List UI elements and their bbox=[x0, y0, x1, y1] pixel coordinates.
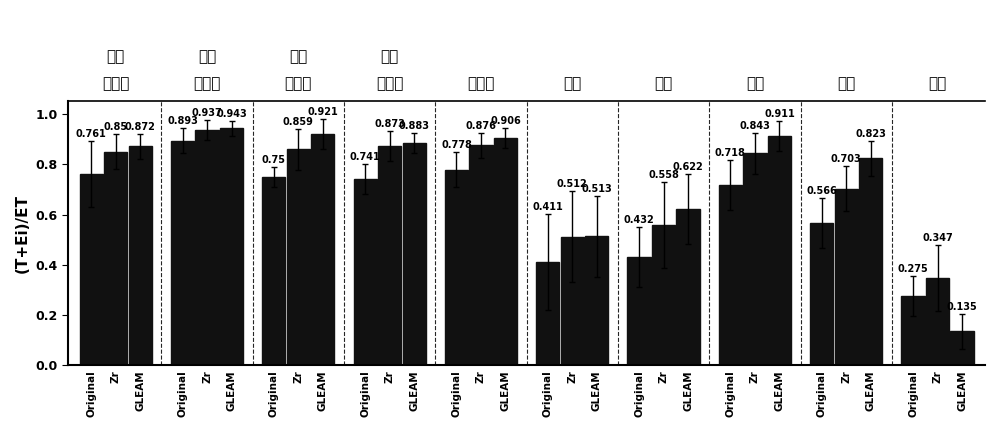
Text: 0.75: 0.75 bbox=[262, 155, 286, 165]
Bar bbox=[354, 179, 377, 365]
Bar bbox=[469, 145, 493, 365]
Text: 0.275: 0.275 bbox=[898, 264, 928, 274]
Text: 0.513: 0.513 bbox=[581, 184, 612, 194]
Text: 0.911: 0.911 bbox=[764, 109, 795, 119]
Text: 0.703: 0.703 bbox=[831, 154, 862, 164]
Bar bbox=[378, 146, 401, 365]
Text: 0.411: 0.411 bbox=[532, 202, 563, 212]
Text: 农田: 农田 bbox=[837, 76, 855, 91]
Bar bbox=[901, 296, 925, 365]
Bar bbox=[561, 237, 584, 365]
Bar bbox=[129, 146, 152, 365]
Bar bbox=[80, 174, 103, 365]
Text: 0.718: 0.718 bbox=[715, 148, 746, 158]
Text: 灌丛: 灌丛 bbox=[563, 76, 581, 91]
Text: 阔叶林: 阔叶林 bbox=[193, 76, 221, 91]
Bar bbox=[287, 149, 310, 365]
Bar bbox=[195, 130, 219, 365]
Text: 0.937: 0.937 bbox=[192, 108, 222, 118]
Text: 湿地: 湿地 bbox=[746, 76, 764, 91]
Text: 0.943: 0.943 bbox=[216, 109, 247, 119]
Bar bbox=[262, 177, 285, 365]
Bar bbox=[494, 138, 517, 365]
Bar bbox=[104, 152, 127, 365]
Text: 0.859: 0.859 bbox=[283, 118, 314, 127]
Text: 0.566: 0.566 bbox=[806, 186, 837, 196]
Bar bbox=[536, 262, 559, 365]
Text: 0.761: 0.761 bbox=[76, 129, 107, 140]
Bar bbox=[311, 134, 334, 365]
Text: 落叶: 落叶 bbox=[381, 49, 399, 64]
Bar bbox=[743, 153, 767, 365]
Text: 0.135: 0.135 bbox=[947, 302, 977, 312]
Text: 针叶林: 针叶林 bbox=[102, 76, 129, 91]
Bar bbox=[220, 128, 243, 365]
Text: 0.883: 0.883 bbox=[399, 121, 430, 131]
Text: 0.872: 0.872 bbox=[125, 121, 156, 132]
Text: 0.921: 0.921 bbox=[307, 107, 338, 117]
Bar bbox=[676, 209, 700, 365]
Text: 0.893: 0.893 bbox=[167, 116, 198, 126]
Text: 0.558: 0.558 bbox=[648, 170, 679, 180]
Bar bbox=[652, 225, 675, 365]
Text: 0.512: 0.512 bbox=[557, 179, 588, 189]
Text: 阔叶林: 阔叶林 bbox=[376, 76, 403, 91]
Text: 常绿: 常绿 bbox=[198, 49, 216, 64]
Bar bbox=[627, 257, 651, 365]
Text: 0.741: 0.741 bbox=[350, 152, 381, 162]
Text: 草地: 草地 bbox=[654, 76, 673, 91]
Text: 0.432: 0.432 bbox=[624, 215, 654, 225]
Text: 混交林: 混交林 bbox=[467, 76, 495, 91]
Text: 针叶林: 针叶林 bbox=[285, 76, 312, 91]
Text: 0.843: 0.843 bbox=[739, 121, 770, 131]
Text: 落叶: 落叶 bbox=[289, 49, 307, 64]
Bar bbox=[810, 223, 833, 365]
Bar bbox=[445, 170, 468, 365]
Text: 0.347: 0.347 bbox=[922, 233, 953, 244]
Bar bbox=[403, 143, 426, 365]
Text: 0.823: 0.823 bbox=[855, 129, 886, 139]
Bar bbox=[171, 141, 194, 365]
Text: 0.906: 0.906 bbox=[490, 115, 521, 126]
Text: 常绿: 常绿 bbox=[107, 49, 125, 64]
Text: 0.778: 0.778 bbox=[441, 140, 472, 150]
Bar bbox=[950, 331, 974, 365]
Text: 0.622: 0.622 bbox=[673, 162, 703, 172]
Bar bbox=[719, 185, 742, 365]
Bar bbox=[926, 278, 949, 365]
Y-axis label: (T+Ei)/ET: (T+Ei)/ET bbox=[15, 194, 30, 273]
Bar bbox=[835, 189, 858, 365]
Text: 0.85: 0.85 bbox=[104, 122, 128, 132]
Bar bbox=[768, 137, 791, 365]
Text: 0.876: 0.876 bbox=[466, 121, 496, 130]
Bar bbox=[585, 236, 608, 365]
Text: 裸地: 裸地 bbox=[928, 76, 947, 91]
Text: 0.873: 0.873 bbox=[374, 119, 405, 129]
Bar bbox=[859, 159, 882, 365]
